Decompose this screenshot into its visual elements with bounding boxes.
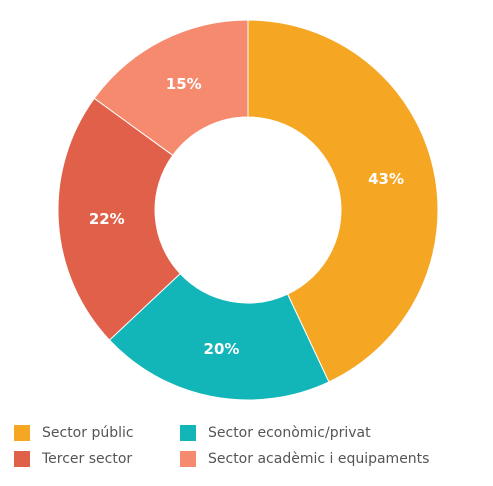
slice-tercer-sector[interactable] — [57, 97, 181, 341]
slice-sector-economic-privat[interactable] — [108, 272, 330, 401]
donut-chart: 43% 20% 22% 15% — [57, 19, 439, 401]
slice-sector-public[interactable] — [247, 19, 439, 383]
donut-slices — [57, 19, 439, 401]
legend-item-tercer-sector[interactable]: Tercer sector — [14, 451, 132, 467]
slice-sector-academic-i-equipaments[interactable] — [93, 19, 249, 157]
legend-swatch — [14, 451, 30, 467]
legend-label: Sector acadèmic i equipaments — [208, 451, 430, 467]
slice-label-sector-academic-i-equipaments: 15% — [166, 75, 202, 93]
slice-label-tercer-sector: 22% — [89, 210, 125, 228]
legend-label: Sector econòmic/privat — [208, 425, 371, 441]
legend-item-sector-economic-privat[interactable]: Sector econòmic/privat — [180, 425, 371, 441]
donut-labels: 43% 20% 22% 15% — [89, 75, 404, 358]
legend-label: Sector públic — [42, 425, 134, 441]
legend-swatch — [180, 451, 196, 467]
slice-label-sector-public: 43% — [368, 170, 404, 188]
legend-item-sector-public[interactable]: Sector públic — [14, 425, 134, 441]
legend-swatch — [14, 425, 30, 441]
slice-label-sector-economic-privat: 20% — [204, 340, 240, 358]
legend-item-sector-academic-equipaments[interactable]: Sector acadèmic i equipaments — [180, 451, 429, 467]
legend-label: Tercer sector — [42, 451, 133, 467]
legend-swatch — [180, 425, 196, 441]
